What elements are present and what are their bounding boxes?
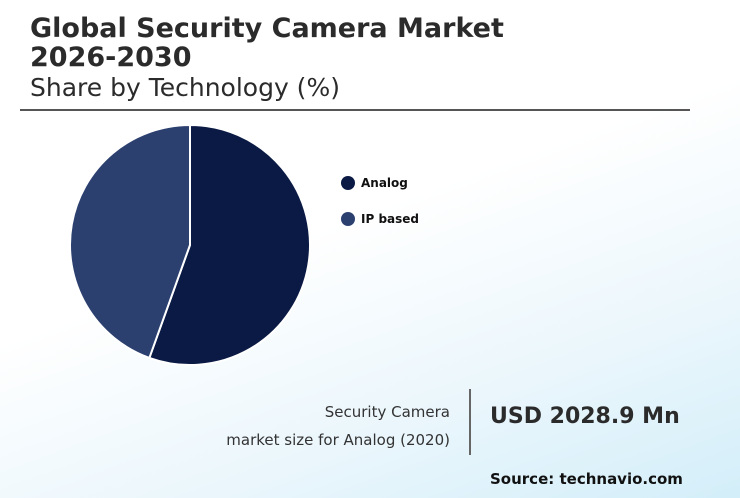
callout-divider: [469, 389, 471, 455]
legend-swatch-ip-based: [341, 212, 355, 226]
market-size-label-line2: market size for Analog (2020): [226, 431, 450, 449]
source-credit: Source: technavio.com: [490, 470, 683, 488]
market-size-label-line1: Security Camera: [324, 403, 450, 421]
chart-subtitle: Share by Technology (%): [30, 73, 340, 102]
chart-title: Global Security Camera Market 2026-2030: [30, 13, 504, 73]
market-size-label: Security Camera market size for Analog (…: [226, 398, 450, 454]
title-divider: [20, 109, 690, 111]
legend-label-ip-based: IP based: [361, 212, 419, 226]
pie-slice-ip-based: [69, 123, 191, 360]
legend-item-ip-based: IP based: [341, 210, 419, 228]
legend-swatch-analog: [341, 176, 355, 190]
legend: Analog IP based: [341, 174, 419, 246]
legend-label-analog: Analog: [361, 176, 408, 190]
pie-slice-analog: [148, 123, 311, 366]
legend-item-analog: Analog: [341, 174, 419, 192]
market-size-value: USD 2028.9 Mn: [490, 404, 680, 429]
